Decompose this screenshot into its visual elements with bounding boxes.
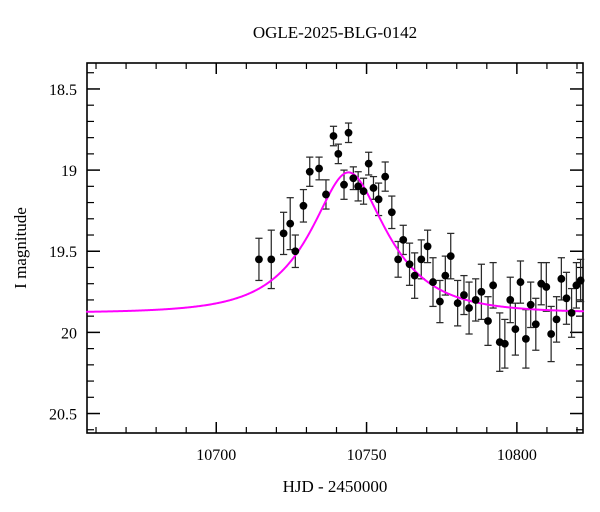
y-axis-ticks	[87, 72, 583, 431]
data-point	[399, 235, 408, 244]
data-point	[387, 208, 396, 217]
y-tick-label: 19	[61, 163, 77, 180]
data-point	[547, 330, 556, 338]
data-point	[436, 297, 444, 306]
data-point	[354, 182, 363, 191]
chart-title: OGLE-2025-BLG-0142	[253, 23, 417, 42]
data-point	[557, 274, 566, 283]
y-axis-label: I magnitude	[11, 207, 30, 289]
data-point	[471, 296, 480, 304]
data-point	[460, 291, 468, 299]
data-point	[381, 172, 390, 181]
data-point	[423, 242, 432, 251]
data-point	[453, 299, 462, 308]
data-point	[410, 271, 419, 280]
data-point	[286, 219, 295, 228]
data-point	[429, 278, 437, 286]
data-point	[279, 229, 288, 238]
data-point	[359, 187, 368, 196]
x-axis-ticks	[95, 63, 578, 433]
data-error-bars	[255, 122, 585, 372]
y-axis-tick-labels: 18.5 19 19.5 20 20.5	[49, 82, 77, 424]
x-tick-label: 10750	[347, 447, 387, 464]
data-point	[576, 276, 585, 285]
data-point	[329, 132, 338, 140]
data-point	[344, 128, 353, 137]
x-tick-label: 10800	[497, 447, 537, 464]
data-point	[506, 296, 515, 304]
data-point	[374, 195, 383, 204]
data-point	[531, 320, 540, 329]
data-points	[255, 128, 585, 348]
data-point	[489, 281, 498, 290]
plot-frame	[86, 62, 584, 434]
data-point	[322, 190, 330, 199]
data-point	[521, 334, 530, 343]
data-point	[526, 300, 535, 309]
data-point	[484, 317, 492, 325]
data-point	[500, 339, 509, 348]
data-point	[315, 164, 323, 173]
data-point	[340, 180, 348, 189]
model-curve	[86, 171, 584, 313]
y-tick-label: 18.5	[49, 82, 77, 99]
x-tick-label: 10700	[196, 447, 236, 464]
data-point	[369, 184, 378, 192]
data-point	[349, 174, 358, 183]
data-point	[394, 255, 403, 264]
data-point	[255, 255, 263, 264]
data-point	[299, 201, 308, 210]
y-tick-label: 19.5	[49, 244, 77, 261]
x-axis-label: HJD - 2450000	[283, 477, 388, 496]
y-tick-label: 20.5	[49, 407, 77, 424]
data-point	[446, 252, 455, 261]
frame-rect	[86, 62, 584, 434]
data-point	[364, 159, 373, 168]
data-point	[441, 271, 450, 280]
data-point	[334, 149, 343, 158]
data-point	[417, 255, 426, 264]
y-tick-label: 20	[61, 325, 77, 342]
data-point	[552, 315, 561, 324]
data-point	[405, 260, 414, 269]
data-point	[567, 309, 576, 317]
data-point	[305, 167, 314, 176]
x-axis-tick-labels: 10700 10750 10800	[196, 447, 537, 464]
data-point	[465, 304, 473, 312]
data-point	[562, 294, 571, 303]
data-point	[511, 325, 520, 334]
data-point	[291, 247, 300, 256]
data-point	[516, 278, 525, 286]
data-point	[477, 287, 486, 296]
data-point	[267, 255, 276, 264]
data-point	[542, 283, 551, 291]
